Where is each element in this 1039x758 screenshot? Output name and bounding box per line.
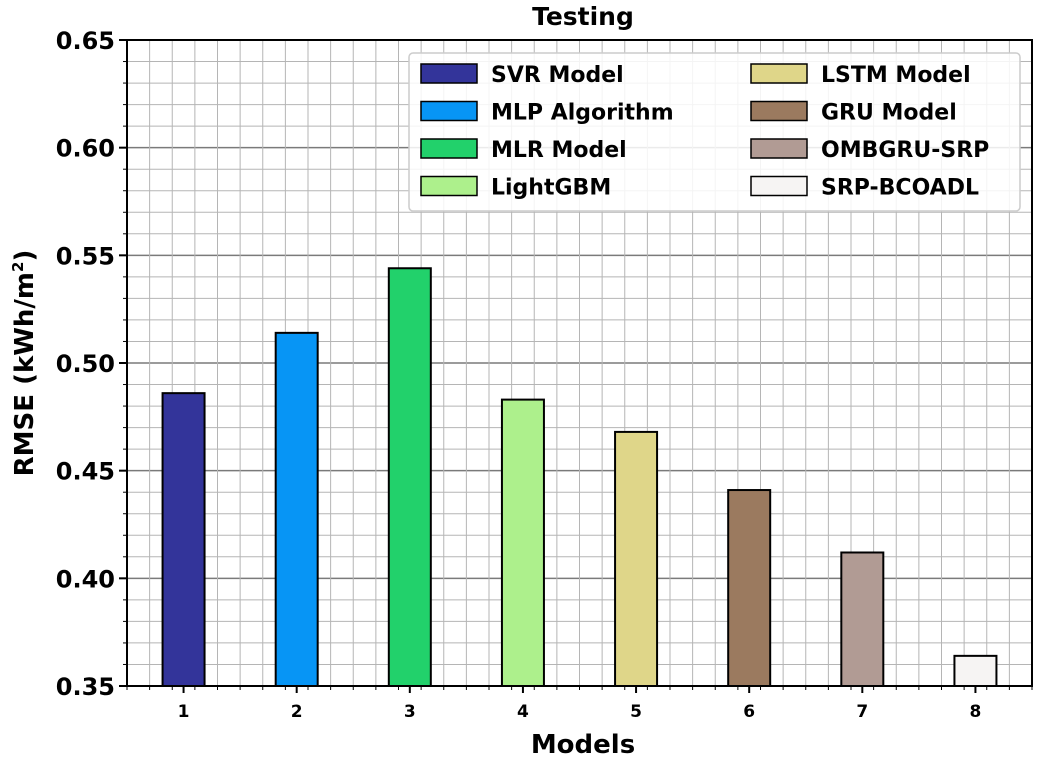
bar-7 bbox=[840, 551, 885, 688]
x-tick-label: 1 bbox=[178, 702, 190, 722]
axis-ticks: 0.35 0.40 0.45 0.50 0.55 0.60 0.65 1 2 3 4 5 6 7 8 bbox=[56, 27, 1033, 722]
legend-entry: SRP-BCOADL bbox=[821, 176, 979, 201]
legend-swatch bbox=[420, 175, 478, 197]
legend-swatch bbox=[750, 138, 808, 159]
x-tick-label: 4 bbox=[517, 702, 529, 722]
y-axis-label: RMSE (kWh/m2) bbox=[9, 250, 40, 477]
x-tick-label: 5 bbox=[630, 702, 642, 722]
y-tick-label: 0.65 bbox=[56, 27, 115, 55]
y-tick-label: 0.40 bbox=[56, 565, 115, 593]
legend-entry: MLR Model bbox=[491, 138, 627, 163]
bar-4 bbox=[500, 398, 545, 687]
x-tick-label: 6 bbox=[743, 702, 755, 722]
bars bbox=[161, 267, 998, 688]
x-tick-label: 3 bbox=[404, 702, 416, 722]
bar-3 bbox=[387, 267, 432, 687]
bar-1 bbox=[161, 392, 206, 687]
chart-title: Testing bbox=[532, 2, 634, 31]
legend-swatch bbox=[420, 63, 478, 84]
y-axis-label-superscript: 2 bbox=[9, 262, 27, 272]
legend-entry: SVR Model bbox=[491, 63, 624, 88]
legend-swatch bbox=[750, 63, 808, 84]
y-tick-label: 0.55 bbox=[56, 242, 115, 270]
bar-2 bbox=[274, 331, 319, 687]
y-tick-label: 0.60 bbox=[56, 135, 115, 163]
bar-5 bbox=[614, 430, 659, 688]
x-tick-label: 8 bbox=[970, 702, 982, 722]
bar-8 bbox=[953, 654, 998, 687]
legend-swatch bbox=[750, 175, 808, 197]
y-axis-label-close: ) bbox=[10, 250, 40, 262]
x-axis-label: Models bbox=[531, 730, 635, 758]
bar-6 bbox=[727, 489, 772, 687]
y-tick-label: 0.35 bbox=[56, 673, 115, 701]
legend: SVR Model MLP Algorithm MLR Model LightGBM L… bbox=[408, 52, 1021, 212]
y-tick-label: 0.45 bbox=[56, 458, 115, 486]
legend-swatch bbox=[420, 100, 478, 122]
legend-entry: OMBGRU-SRP bbox=[821, 138, 989, 163]
y-axis-label-main: RMSE (kWh/m bbox=[10, 272, 40, 476]
legend-entry: GRU Model bbox=[821, 101, 957, 126]
legend-box bbox=[408, 52, 1021, 212]
legend-swatch bbox=[750, 100, 808, 122]
legend-entry: LightGBM bbox=[491, 176, 611, 201]
legend-entry: LSTM Model bbox=[821, 63, 971, 88]
y-tick-label: 0.50 bbox=[56, 350, 115, 378]
x-tick-label: 2 bbox=[291, 702, 303, 722]
legend-swatch bbox=[420, 138, 478, 159]
x-tick-label: 7 bbox=[856, 702, 868, 722]
legend-entry: MLP Algorithm bbox=[491, 101, 674, 126]
